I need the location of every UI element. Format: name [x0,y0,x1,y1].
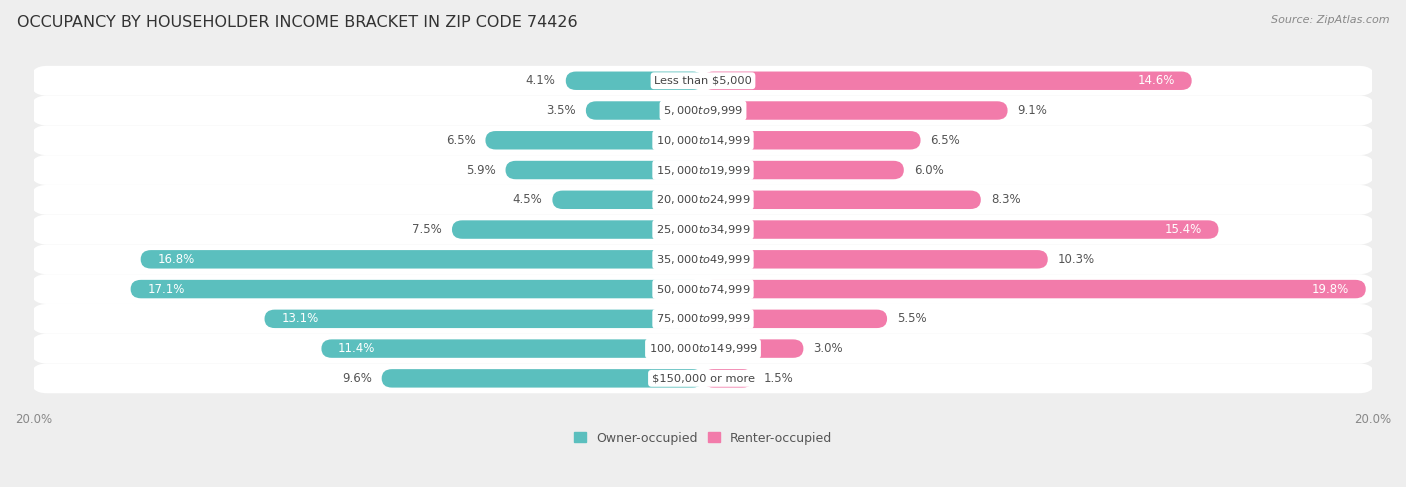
FancyBboxPatch shape [30,304,1376,334]
FancyBboxPatch shape [565,72,703,90]
Text: 17.1%: 17.1% [148,282,184,296]
FancyBboxPatch shape [703,369,754,388]
Text: Less than $5,000: Less than $5,000 [654,76,752,86]
FancyBboxPatch shape [30,363,1376,393]
Text: $25,000 to $34,999: $25,000 to $34,999 [655,223,751,236]
Text: 5.5%: 5.5% [897,312,927,325]
FancyBboxPatch shape [30,274,1376,304]
Text: 3.0%: 3.0% [814,342,844,355]
FancyBboxPatch shape [30,66,1376,95]
FancyBboxPatch shape [264,310,703,328]
Text: $35,000 to $49,999: $35,000 to $49,999 [655,253,751,266]
Text: $15,000 to $19,999: $15,000 to $19,999 [655,164,751,176]
Text: 9.1%: 9.1% [1018,104,1047,117]
FancyBboxPatch shape [30,244,1376,274]
FancyBboxPatch shape [553,190,703,209]
Text: 6.5%: 6.5% [446,134,475,147]
FancyBboxPatch shape [322,339,703,358]
FancyBboxPatch shape [703,131,921,150]
FancyBboxPatch shape [30,185,1376,215]
Text: 8.3%: 8.3% [991,193,1021,206]
FancyBboxPatch shape [30,95,1376,125]
Text: $150,000 or more: $150,000 or more [651,374,755,383]
Legend: Owner-occupied, Renter-occupied: Owner-occupied, Renter-occupied [574,431,832,445]
Text: 14.6%: 14.6% [1137,74,1175,87]
FancyBboxPatch shape [703,101,1008,120]
FancyBboxPatch shape [30,215,1376,244]
FancyBboxPatch shape [703,72,1192,90]
Text: 3.5%: 3.5% [546,104,576,117]
FancyBboxPatch shape [586,101,703,120]
Text: 6.5%: 6.5% [931,134,960,147]
Text: 19.8%: 19.8% [1312,282,1348,296]
FancyBboxPatch shape [141,250,703,268]
Text: 16.8%: 16.8% [157,253,194,266]
Text: Source: ZipAtlas.com: Source: ZipAtlas.com [1271,15,1389,25]
FancyBboxPatch shape [703,280,1365,299]
Text: $75,000 to $99,999: $75,000 to $99,999 [655,312,751,325]
FancyBboxPatch shape [703,250,1047,268]
FancyBboxPatch shape [703,220,1219,239]
FancyBboxPatch shape [30,155,1376,185]
FancyBboxPatch shape [703,310,887,328]
Text: 6.0%: 6.0% [914,164,943,176]
Text: $50,000 to $74,999: $50,000 to $74,999 [655,282,751,296]
FancyBboxPatch shape [381,369,703,388]
FancyBboxPatch shape [30,125,1376,155]
Text: 1.5%: 1.5% [763,372,793,385]
FancyBboxPatch shape [703,190,981,209]
Text: 9.6%: 9.6% [342,372,371,385]
Text: $20,000 to $24,999: $20,000 to $24,999 [655,193,751,206]
FancyBboxPatch shape [131,280,703,299]
FancyBboxPatch shape [451,220,703,239]
Text: 11.4%: 11.4% [339,342,375,355]
Text: 15.4%: 15.4% [1164,223,1202,236]
Text: 13.1%: 13.1% [281,312,319,325]
Text: 5.9%: 5.9% [465,164,495,176]
FancyBboxPatch shape [506,161,703,179]
Text: $10,000 to $14,999: $10,000 to $14,999 [655,134,751,147]
FancyBboxPatch shape [703,339,803,358]
FancyBboxPatch shape [30,334,1376,363]
Text: 7.5%: 7.5% [412,223,441,236]
Text: $100,000 to $149,999: $100,000 to $149,999 [648,342,758,355]
FancyBboxPatch shape [703,161,904,179]
Text: 4.5%: 4.5% [513,193,543,206]
FancyBboxPatch shape [485,131,703,150]
Text: 10.3%: 10.3% [1057,253,1095,266]
Text: OCCUPANCY BY HOUSEHOLDER INCOME BRACKET IN ZIP CODE 74426: OCCUPANCY BY HOUSEHOLDER INCOME BRACKET … [17,15,578,30]
Text: 4.1%: 4.1% [526,74,555,87]
Text: $5,000 to $9,999: $5,000 to $9,999 [664,104,742,117]
